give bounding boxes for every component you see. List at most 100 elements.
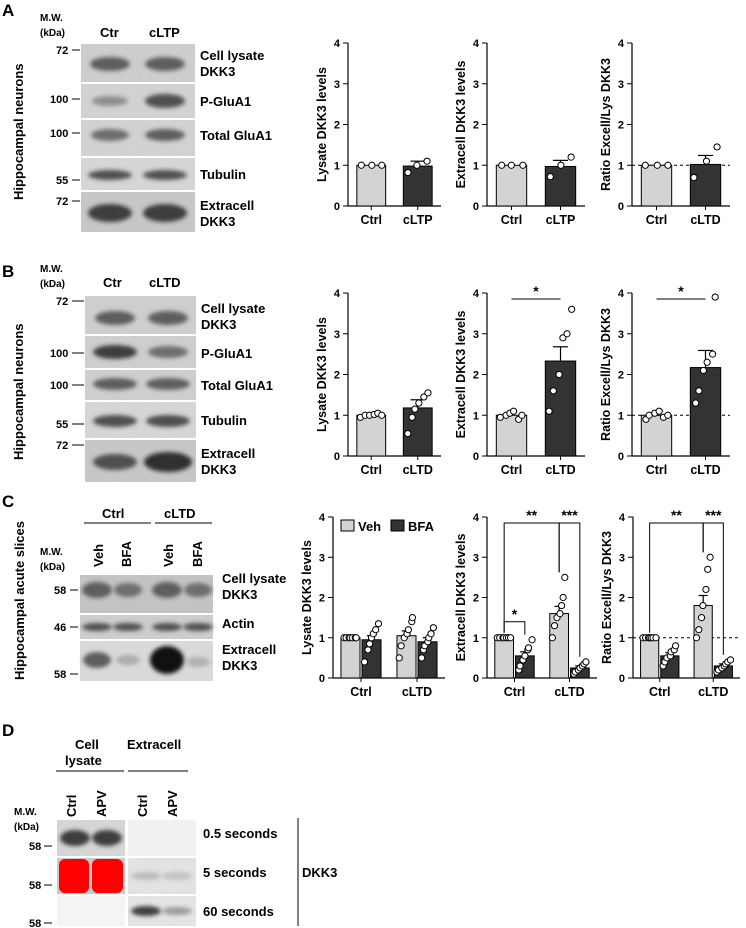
data-point <box>697 614 706 622</box>
data-point <box>374 620 383 628</box>
data-point <box>692 399 700 407</box>
blot-row-label: Cell lysate <box>222 571 286 586</box>
x-tick-label: Ctrl <box>504 685 526 699</box>
data-point <box>556 610 564 618</box>
panel-a: A Hippocampal neurons M.W. (kDa) Ctr cLT… <box>2 1 730 232</box>
data-point <box>427 630 435 638</box>
y-tick-label: 1 <box>619 633 625 645</box>
y-tick-label: 1 <box>473 633 479 645</box>
data-point <box>352 634 360 642</box>
bar <box>544 165 577 207</box>
data-point <box>557 161 565 169</box>
blot-row-label: 60 seconds <box>203 904 274 919</box>
blot-row-label: 0.5 seconds <box>203 826 277 841</box>
x-tick-label: cLTD <box>545 463 575 477</box>
mw-ticks <box>70 589 78 675</box>
y-tick-label: 3 <box>473 79 479 91</box>
lane-label: cLTD <box>149 275 181 290</box>
data-point <box>702 585 710 594</box>
mw-marker: 58 <box>54 669 66 681</box>
data-point <box>664 161 672 169</box>
mw-marker: 100 <box>50 128 68 140</box>
data-point <box>549 387 557 395</box>
blot-row-label: Actin <box>222 616 255 631</box>
lane-label: Veh <box>91 544 106 567</box>
y-tick-label: 0 <box>334 451 340 463</box>
blot-group-label: cLTD <box>164 506 196 521</box>
significance-bracket <box>702 522 724 655</box>
blot-strip <box>81 120 195 156</box>
blot-row-label: Extracell <box>222 642 276 657</box>
data-point <box>518 411 526 419</box>
data-point <box>548 634 556 642</box>
mw-label-line2: (kDa) <box>14 822 39 833</box>
y-tick-label: 4 <box>334 38 341 50</box>
bar <box>356 414 387 457</box>
data-point <box>372 626 380 634</box>
significance-label: ** <box>526 507 537 523</box>
blot-strip <box>80 615 213 639</box>
blot-row-label: Extracell <box>200 198 254 213</box>
y-tick-label: 4 <box>618 288 625 300</box>
data-point <box>516 662 524 670</box>
mw-marker: 58 <box>29 841 41 853</box>
blot-strip-saturated <box>57 858 125 894</box>
panel-letter: D <box>2 721 14 740</box>
blot-row-label: Tubulin <box>201 413 247 428</box>
lane-label: Ctr <box>100 25 119 40</box>
blot-strip <box>128 896 196 926</box>
y-tick-label: 1 <box>319 633 325 645</box>
x-tick-label: cLTD <box>698 685 728 699</box>
blot-row-label: Extracell <box>201 446 255 461</box>
blot-row-label: DKK3 <box>222 587 257 602</box>
significance-label: ** <box>671 507 682 523</box>
data-point <box>366 640 374 648</box>
blot-row-label: DKK3 <box>200 64 235 79</box>
bar <box>640 637 660 679</box>
significance-bracket <box>503 621 526 635</box>
bar <box>356 164 387 207</box>
panel-side-label: Hippocampal neurons <box>11 63 26 200</box>
data-point <box>690 173 698 182</box>
y-tick-label: 3 <box>473 552 479 564</box>
x-tick-label: cLTD <box>554 685 584 699</box>
data-point <box>558 601 566 610</box>
data-point <box>706 553 714 561</box>
data-point <box>424 389 432 397</box>
blot-row-label: 5 seconds <box>203 865 267 880</box>
chart: 0 1 2 3 4 Ratio Excell/Lys DKK3 Ctrl cLTD <box>599 38 730 227</box>
y-tick-label: 3 <box>319 552 325 564</box>
blot-strip <box>128 820 196 856</box>
x-tick-label: cLTD <box>690 213 720 227</box>
blot-row-label: P-GluA1 <box>201 346 252 361</box>
blot-strip <box>81 44 195 82</box>
mw-marker: 46 <box>54 622 66 634</box>
x-tick-label: cLTD <box>403 463 433 477</box>
legend: Veh BFA <box>340 519 435 534</box>
data-point <box>404 429 412 438</box>
data-point <box>378 411 386 419</box>
y-axis-label: Ratio Excell/Lys DKK3 <box>600 531 614 664</box>
y-tick-label: 2 <box>334 120 340 132</box>
blot-group-label: Extracell <box>127 737 181 752</box>
y-tick-label: 2 <box>618 120 624 132</box>
y-tick-label: 2 <box>473 120 479 132</box>
data-point <box>545 407 553 415</box>
blot-row-label: Cell lysate <box>201 301 265 316</box>
y-axis-label: Ratio Excell/Lys DKK3 <box>599 58 613 191</box>
data-point <box>408 413 416 421</box>
panel-side-label: Hippocampal acute slices <box>12 521 27 680</box>
blot-strip <box>81 158 195 190</box>
blot-strip <box>80 641 213 681</box>
data-point <box>695 387 703 395</box>
y-tick-label: 3 <box>618 329 624 341</box>
data-point <box>561 573 569 581</box>
mw-label-line1: M.W. <box>40 264 63 275</box>
y-tick-label: 4 <box>319 512 326 524</box>
y-tick-label: 2 <box>473 593 479 605</box>
chart: 0 1 2 3 4 Ratio Excell/Lys DKK3 Ctrl cLTD * <box>599 283 730 477</box>
chart: 0 1 2 3 4 Extracell DKK3 levels Ctrl cLTD * <box>454 283 585 477</box>
data-point <box>652 634 660 642</box>
mw-label-line2: (kDa) <box>40 562 65 573</box>
